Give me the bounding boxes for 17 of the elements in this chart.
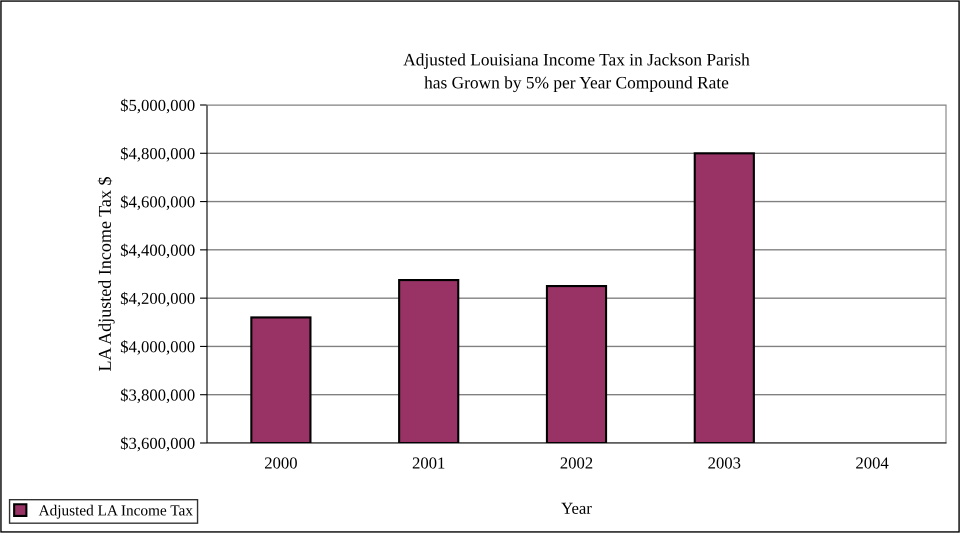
legend-label: Adjusted LA Income Tax: [38, 504, 193, 519]
y-tick-label: $4,200,000: [120, 292, 195, 306]
y-tick-label: $4,600,000: [120, 195, 195, 210]
x-tick-label: 2004: [856, 457, 889, 469]
x-tick-label: 2002: [560, 457, 592, 469]
x-tick-label: 2000: [264, 457, 297, 469]
y-tick-label: $4,800,000: [120, 147, 195, 162]
y-tick-label: $4,400,000: [120, 244, 195, 258]
y-tick-label: $3,600,000: [120, 436, 195, 452]
y-axis-title: LA Adjusted Income Tax $: [98, 177, 115, 371]
y-tick-label: $4,000,000: [120, 340, 195, 355]
y-tick-label: $3,800,000: [120, 388, 195, 404]
y-tick-label: $5,000,000: [120, 98, 195, 114]
x-tick-label: 2003: [708, 457, 740, 469]
x-tick-label: 2001: [412, 457, 444, 469]
x-axis-title: Year: [561, 502, 592, 514]
chart-title: Adjusted Louisiana Income Tax in Jackson Parish has Grown by 5% per Year Compound Rate: [403, 53, 750, 92]
